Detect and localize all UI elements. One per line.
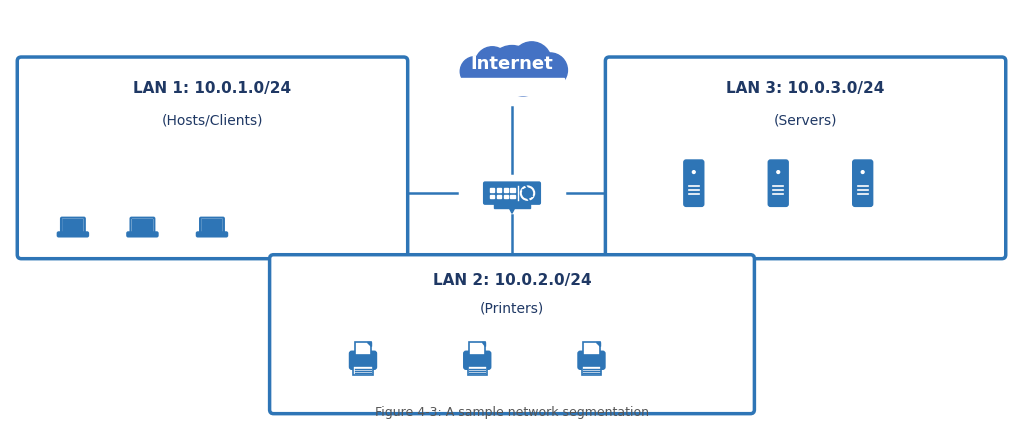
- FancyBboxPatch shape: [62, 219, 84, 233]
- Circle shape: [777, 170, 779, 173]
- Bar: [497, 195, 501, 198]
- Text: (Printers): (Printers): [480, 301, 544, 316]
- Text: Figure 4-3: A sample network segmentation: Figure 4-3: A sample network segmentatio…: [375, 406, 649, 419]
- FancyBboxPatch shape: [269, 255, 755, 414]
- Circle shape: [460, 57, 489, 86]
- Circle shape: [475, 47, 510, 81]
- Text: LAN 3: 10.0.3.0/24: LAN 3: 10.0.3.0/24: [726, 81, 885, 96]
- FancyBboxPatch shape: [469, 342, 485, 355]
- FancyBboxPatch shape: [482, 180, 542, 206]
- Text: (Hosts/Clients): (Hosts/Clients): [162, 114, 263, 128]
- Bar: [510, 195, 515, 198]
- Point: [767, 192, 779, 197]
- Point: [479, 366, 492, 371]
- Text: LAN 1: 10.0.1.0/24: LAN 1: 10.0.1.0/24: [133, 81, 292, 96]
- Point: [683, 188, 695, 193]
- Text: LAN 2: 10.0.2.0/24: LAN 2: 10.0.2.0/24: [433, 273, 591, 288]
- FancyBboxPatch shape: [354, 342, 371, 355]
- Point: [479, 371, 492, 376]
- Bar: [490, 195, 495, 198]
- Bar: [497, 189, 501, 192]
- Bar: [504, 189, 508, 192]
- FancyBboxPatch shape: [684, 160, 703, 206]
- Circle shape: [512, 42, 551, 81]
- Point: [594, 368, 606, 374]
- FancyBboxPatch shape: [200, 218, 224, 234]
- Polygon shape: [509, 208, 515, 213]
- Text: Internet: Internet: [471, 55, 553, 73]
- Circle shape: [532, 53, 567, 88]
- Point: [777, 188, 790, 193]
- Point: [479, 368, 492, 374]
- Circle shape: [488, 46, 536, 92]
- Point: [463, 368, 475, 374]
- Point: [463, 371, 475, 376]
- FancyBboxPatch shape: [197, 232, 227, 236]
- Bar: [510, 189, 515, 192]
- Point: [767, 188, 779, 193]
- FancyBboxPatch shape: [769, 160, 787, 206]
- Bar: [494, 203, 530, 208]
- Point: [578, 371, 590, 376]
- Circle shape: [505, 59, 542, 96]
- Point: [852, 184, 864, 189]
- Point: [594, 366, 606, 371]
- Point: [463, 366, 475, 371]
- Polygon shape: [596, 342, 600, 346]
- FancyBboxPatch shape: [582, 366, 601, 375]
- Point: [578, 368, 590, 374]
- Point: [777, 192, 790, 197]
- FancyBboxPatch shape: [132, 219, 154, 233]
- FancyBboxPatch shape: [130, 218, 155, 234]
- Bar: [490, 189, 495, 192]
- FancyBboxPatch shape: [579, 352, 604, 369]
- FancyBboxPatch shape: [17, 57, 408, 259]
- FancyBboxPatch shape: [468, 366, 487, 375]
- Point: [683, 192, 695, 197]
- FancyBboxPatch shape: [464, 352, 490, 369]
- FancyBboxPatch shape: [57, 232, 88, 236]
- Polygon shape: [481, 342, 485, 346]
- Point: [348, 368, 360, 374]
- Bar: [504, 195, 508, 198]
- Point: [365, 368, 377, 374]
- Point: [852, 188, 864, 193]
- Polygon shape: [368, 342, 371, 346]
- Point: [594, 371, 606, 376]
- FancyBboxPatch shape: [584, 342, 600, 355]
- FancyBboxPatch shape: [853, 160, 872, 206]
- Bar: [460, 77, 564, 95]
- Point: [692, 188, 705, 193]
- Point: [767, 184, 779, 189]
- Point: [861, 184, 873, 189]
- Point: [692, 184, 705, 189]
- Point: [683, 184, 695, 189]
- Point: [861, 188, 873, 193]
- Point: [692, 192, 705, 197]
- FancyBboxPatch shape: [61, 218, 85, 234]
- Point: [861, 192, 873, 197]
- Point: [365, 371, 377, 376]
- FancyBboxPatch shape: [201, 219, 223, 233]
- Point: [852, 192, 864, 197]
- FancyBboxPatch shape: [353, 366, 373, 375]
- Point: [348, 366, 360, 371]
- Point: [578, 366, 590, 371]
- FancyBboxPatch shape: [350, 352, 376, 369]
- Text: (Servers): (Servers): [774, 114, 838, 128]
- Circle shape: [861, 170, 864, 173]
- Point: [348, 371, 360, 376]
- FancyBboxPatch shape: [605, 57, 1006, 259]
- Point: [777, 184, 790, 189]
- FancyBboxPatch shape: [127, 232, 158, 236]
- Point: [365, 366, 377, 371]
- Circle shape: [692, 170, 695, 173]
